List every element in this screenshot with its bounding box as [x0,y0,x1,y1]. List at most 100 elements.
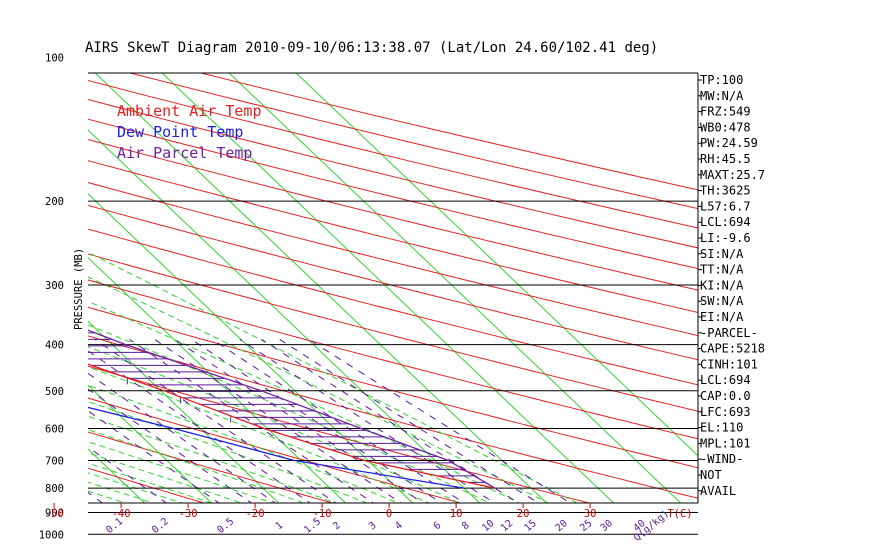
legend: Ambient Air Temp Dew Point Temp Air Parcel… [117,102,262,162]
mixing-ratio-line [88,491,104,503]
dry-adiabat-line [88,118,698,270]
isotherm-line [88,384,213,503]
moist-adiabat-line [88,300,521,503]
mixing-ratio-tick-label: 6 [432,520,444,532]
stats-item: L57:6.7 [700,199,751,213]
pressure-tick-label: 100 [45,53,64,65]
ambient-air-temp-line [88,363,495,489]
bottom-temp-tick-label: -10 [313,508,332,520]
stats-item: EL:110 [700,421,743,435]
y-axis-label: PRESSURE (MB) [73,248,85,330]
moist-adiabat-line [88,441,274,503]
moist-adiabat-line [88,251,578,503]
moist-adiabat-line [88,324,491,503]
legend-entry: Air Parcel Temp [117,144,252,162]
stats-item: WB0:478 [700,120,751,134]
air-parcel-temp-line [88,329,496,489]
pressure-tick-label: 300 [45,280,64,292]
mixing-ratio-tick-label: 1 [274,520,286,532]
moist-adiabat-line [88,462,213,503]
isotherm-line [295,73,698,457]
dry-adiabat-line [88,138,698,291]
bottom-temp-tick-label: -30 [179,508,198,520]
cape-hatch [88,332,486,483]
mixing-ratio-tick-label: 20 [554,518,570,534]
stats-item: CAPE:5218 [700,342,765,356]
dry-adiabat-line [88,160,698,313]
dry-adiabat-line [88,204,698,361]
mixing-ratio-tick-label: 4 [393,520,405,532]
stats-item: -PARCEL- [700,326,758,340]
moist-adiabat-line [88,346,461,503]
mixing-ratio-tick-label: 0.5 [215,516,236,536]
mixing-ratio-tick-label: 15 [523,518,539,534]
stats-item: TH:3625 [700,184,751,198]
bottom-temp-tick-label: -40 [112,508,131,520]
isotherm-line [88,193,414,503]
stats-item: LCL:694 [700,373,751,387]
bottom-temp-tick-label: 20 [517,508,530,520]
bottom-temp-tick-label: -20 [246,508,265,520]
dry-adiabat-line [88,253,698,412]
pressure-tick-label: 600 [45,424,64,436]
stats-item: AVAIL [700,484,736,498]
pressure-tick-label: 1000 [39,529,64,541]
mixing-ratio-tick-label: 30 [599,518,615,534]
bottom-temp-tick-label: 30 [584,508,597,520]
mixing-ratio-line [239,338,496,503]
pressure-tick-label: 400 [45,340,64,352]
legend-entry: Ambient Air Temp [117,102,262,120]
dry-adiabat-line [198,73,698,191]
mixing-ratio-line [129,338,375,503]
stats-item: TT:N/A [700,263,744,277]
moist-adiabat-line [88,481,155,503]
stats-item: FRZ:549 [700,105,751,119]
isobar-lines [88,200,698,535]
isotherm-line [88,256,347,503]
temp-unit-label: T(C) [667,508,692,520]
bottom-temp-tick-label: -50 [45,508,64,520]
isotherm-line [228,73,682,503]
stats-item: LI:-9.6 [700,231,751,245]
dew-point-temp-line [88,406,465,489]
stats-item: KI:N/A [700,278,744,292]
mixing-ratio-line [154,338,402,503]
isotherm-line [0,58,54,545]
moist-adiabat-line [88,401,368,503]
stats-item: LCL:694 [700,215,751,229]
moist-adiabat-line [88,276,550,503]
stats-item: RH:45.5 [700,152,751,166]
dry-adiabat-line [88,228,698,386]
dry-adiabat-line [88,365,591,503]
stats-item: MW:N/A [700,89,744,103]
stats-item: SW:N/A [700,294,744,308]
stats-item: CINH:101 [700,357,758,371]
bottom-temp-tick-label: 10 [450,508,463,520]
moist-adiabat-line [88,384,400,503]
pressure-tick-label: 900 [45,508,64,520]
stats-item: SI:N/A [700,247,744,261]
mixing-ratio-tick-label: 3 [367,520,379,532]
stats-item: EI:N/A [700,310,744,324]
dry-adiabat-line [88,279,698,440]
mixing-ratio-line [94,338,337,503]
mixing-ratio-tick-label: 25 [578,518,594,534]
stats-item: MPL:101 [700,436,751,450]
pressure-tick-label: 800 [45,483,64,495]
moist-adiabat-line [88,452,243,503]
dry-adiabat-line [88,335,698,499]
mixing-ratio-tick-label: 10 [480,518,496,534]
isotherm-line [88,129,481,503]
stats-item: -WIND- [700,452,743,466]
moist-adiabat-line [88,366,431,503]
mixing-ratio-tick-label: 0.2 [150,516,171,536]
isotherm-line [88,320,280,503]
profile-series [88,329,496,489]
isotherm-line [0,58,121,545]
legend-entry: Dew Point Temp [117,123,243,141]
mixing-ratio-tick-label: 12 [499,518,515,534]
isotherm-line [88,448,146,503]
stats-item: CAP:0.0 [700,389,751,403]
bottom-temp-tick-label: 0 [386,508,392,520]
